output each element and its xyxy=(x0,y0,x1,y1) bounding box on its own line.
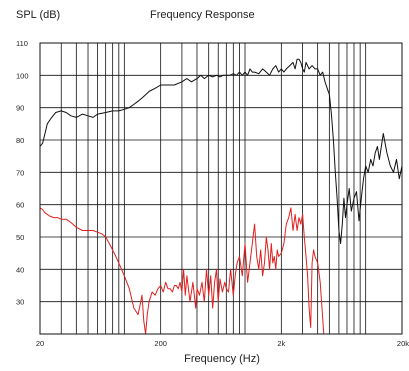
y-tick-label: 50 xyxy=(16,233,24,242)
x-tick-label: 20 xyxy=(36,339,44,348)
chart-title: Frequency Response xyxy=(150,9,255,21)
x-tick-label: 20k xyxy=(397,339,409,348)
y-tick-labels: 110 100 90 80 70 60 50 40 30 xyxy=(16,39,29,307)
y-tick-label: 80 xyxy=(16,136,24,145)
x-tick-label: 200 xyxy=(154,339,167,348)
series-line-1 xyxy=(39,58,403,244)
x-axis-label: Frequency (Hz) xyxy=(184,353,260,365)
plot-frame xyxy=(39,42,403,335)
y-tick-label: 60 xyxy=(16,201,24,210)
y-tick-label: 30 xyxy=(16,298,24,307)
y-tick-label: 40 xyxy=(16,265,24,274)
y-tick-label: 110 xyxy=(16,39,28,48)
series-layer xyxy=(39,58,403,335)
y-tick-label: 100 xyxy=(16,71,29,80)
series-line-2 xyxy=(39,207,325,335)
y-axis-label: SPL (dB) xyxy=(16,9,60,21)
y-tick-label: 90 xyxy=(16,104,24,113)
y-tick-label: 70 xyxy=(16,168,24,177)
x-tick-labels: 20 200 2k 20k xyxy=(36,339,409,348)
grid xyxy=(39,42,403,335)
x-tick-label: 2k xyxy=(277,339,285,348)
